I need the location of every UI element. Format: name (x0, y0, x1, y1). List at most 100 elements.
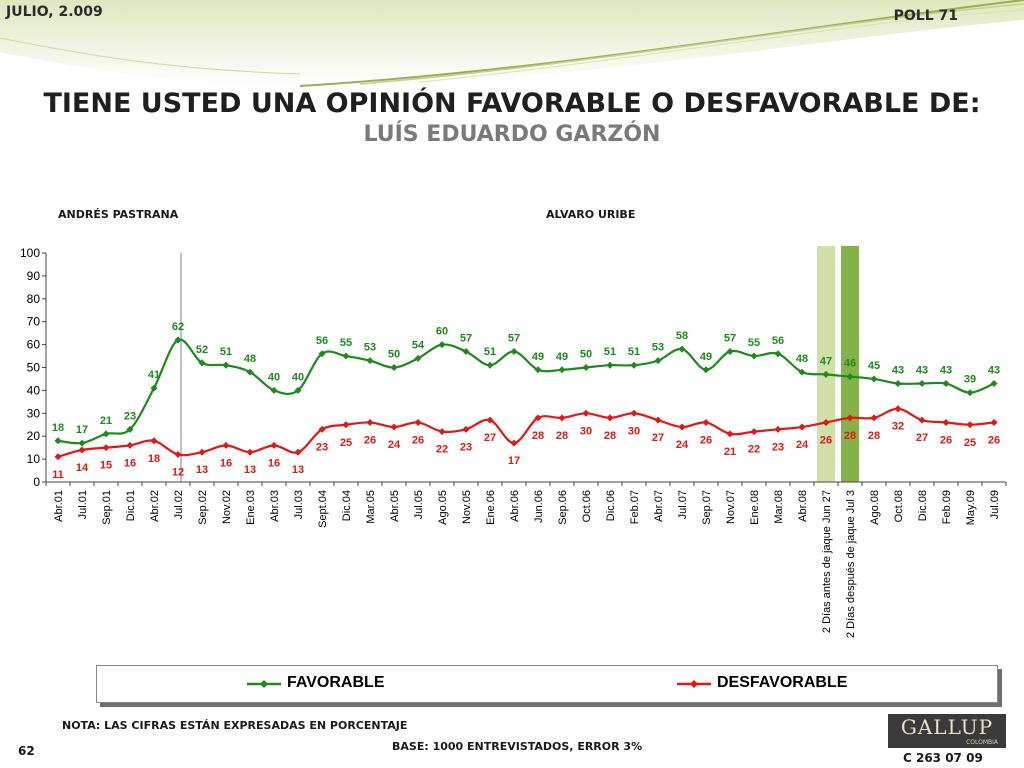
data-label-desfavorable: 14 (76, 462, 89, 474)
y-tick-label: 40 (27, 383, 41, 397)
y-tick-label: 70 (27, 315, 41, 329)
data-point-favorable (438, 341, 446, 349)
data-label-favorable: 49 (556, 351, 568, 363)
data-point-desfavorable (750, 428, 758, 436)
x-tick-label: 2 Días después de jaque Jul 3 (845, 490, 857, 638)
sample-base-note: BASE: 1000 ENTREVISTADOS, ERROR 3% (392, 740, 643, 753)
data-label-desfavorable: 26 (940, 434, 952, 446)
data-label-favorable: 39 (964, 374, 976, 386)
x-tick-label: Dic.01 (125, 490, 137, 521)
x-tick-label: Dic.04 (341, 490, 353, 521)
x-tick-label: Ene.08 (749, 490, 761, 525)
chart-title: TIENE USTED UNA OPINIÓN FAVORABLE O DESF… (43, 88, 981, 119)
report-code: C 263 07 09 (903, 751, 983, 765)
data-point-desfavorable (366, 418, 374, 426)
data-label-desfavorable: 25 (340, 437, 352, 449)
x-tick-label: Nov.07 (725, 490, 737, 524)
data-label-desfavorable: 28 (844, 430, 856, 442)
logo-subtext: COLOMBIA (966, 739, 998, 746)
data-point-desfavorable (54, 453, 62, 461)
data-label-desfavorable: 28 (604, 430, 616, 442)
data-label-desfavorable: 12 (172, 467, 184, 479)
data-label-favorable: 51 (220, 346, 232, 358)
y-tick-label: 10 (27, 452, 41, 466)
data-label-favorable: 49 (700, 351, 712, 363)
y-tick-label: 80 (27, 292, 41, 306)
data-point-desfavorable (246, 448, 254, 456)
x-tick-label: Sept.04 (317, 490, 329, 528)
data-label-favorable: 51 (604, 346, 616, 358)
data-point-favorable (942, 380, 950, 388)
x-tick-label: Sep.06 (557, 490, 569, 525)
x-tick-label: Dic.08 (917, 490, 929, 521)
data-point-desfavorable (630, 409, 638, 417)
series-line-desfavorable (57, 407, 995, 458)
data-label-desfavorable: 16 (268, 457, 280, 469)
data-point-favorable (918, 380, 926, 388)
x-tick-label: Nov.02 (221, 490, 233, 524)
report-date: JULIO, 2.009 (6, 4, 103, 20)
data-point-favorable (222, 361, 230, 369)
y-tick-label: 50 (27, 361, 41, 375)
data-point-desfavorable (462, 425, 470, 433)
data-point-favorable (750, 352, 758, 360)
x-tick-label: Jun.06 (533, 490, 545, 523)
y-tick-label: 60 (27, 338, 41, 352)
data-label-desfavorable: 17 (508, 455, 520, 467)
x-tick-label: Nov.05 (461, 490, 473, 524)
data-label-favorable: 56 (316, 335, 328, 347)
data-label-favorable: 62 (172, 321, 184, 333)
data-point-favorable (198, 359, 206, 367)
data-point-favorable (318, 350, 326, 358)
data-point-favorable (798, 368, 806, 376)
data-point-desfavorable (726, 430, 734, 438)
data-label-desfavorable: 24 (388, 439, 401, 451)
data-point-desfavorable (414, 418, 422, 426)
data-point-favorable (366, 357, 374, 365)
x-tick-label: Abr.02 (149, 490, 161, 522)
data-label-desfavorable: 26 (820, 434, 832, 446)
data-label-desfavorable: 27 (916, 432, 928, 444)
x-tick-label: Ene.06 (485, 490, 497, 525)
data-point-desfavorable (390, 423, 398, 431)
x-tick-label: Dic.06 (605, 490, 617, 521)
data-label-favorable: 48 (244, 353, 256, 365)
data-label-favorable: 56 (772, 335, 784, 347)
data-label-desfavorable: 18 (148, 453, 160, 465)
data-point-desfavorable (534, 414, 542, 422)
data-point-desfavorable (918, 416, 926, 424)
x-tick-label: 2 Días antes de jaque Jun 27 (821, 490, 833, 633)
x-tick-label: Oct.06 (581, 490, 593, 522)
x-tick-label: Jul.05 (413, 490, 425, 519)
data-label-favorable: 57 (724, 332, 736, 344)
data-point-desfavorable (822, 418, 830, 426)
gallup-logo: GALLUP COLOMBIA (888, 714, 1006, 748)
page-number: 62 (18, 744, 35, 758)
data-label-desfavorable: 22 (748, 444, 760, 456)
data-label-desfavorable: 13 (196, 464, 208, 476)
data-label-desfavorable: 27 (652, 432, 664, 444)
data-label-favorable: 43 (940, 365, 952, 377)
data-point-desfavorable (126, 441, 134, 449)
data-label-favorable: 48 (796, 353, 808, 365)
data-label-favorable: 47 (820, 355, 832, 367)
x-tick-label: Ago.08 (869, 490, 881, 525)
data-label-favorable: 50 (580, 349, 592, 361)
data-point-favorable (54, 437, 62, 445)
x-tick-label: Sep.02 (197, 490, 209, 525)
data-label-desfavorable: 26 (988, 434, 1000, 446)
data-label-desfavorable: 16 (124, 457, 136, 469)
data-point-favorable (822, 370, 830, 378)
data-point-desfavorable (102, 444, 110, 452)
data-label-favorable: 52 (196, 344, 208, 356)
data-point-desfavorable (942, 418, 950, 426)
era-label-uribe: ALVARO URIBE (546, 208, 636, 221)
data-label-favorable: 40 (268, 371, 280, 383)
logo-wordmark: GALLUP (900, 715, 994, 739)
data-point-desfavorable (798, 423, 806, 431)
data-point-desfavorable (558, 414, 566, 422)
data-label-desfavorable: 26 (700, 434, 712, 446)
data-point-favorable (966, 389, 974, 397)
data-label-favorable: 49 (532, 351, 544, 363)
data-label-favorable: 57 (508, 332, 520, 344)
